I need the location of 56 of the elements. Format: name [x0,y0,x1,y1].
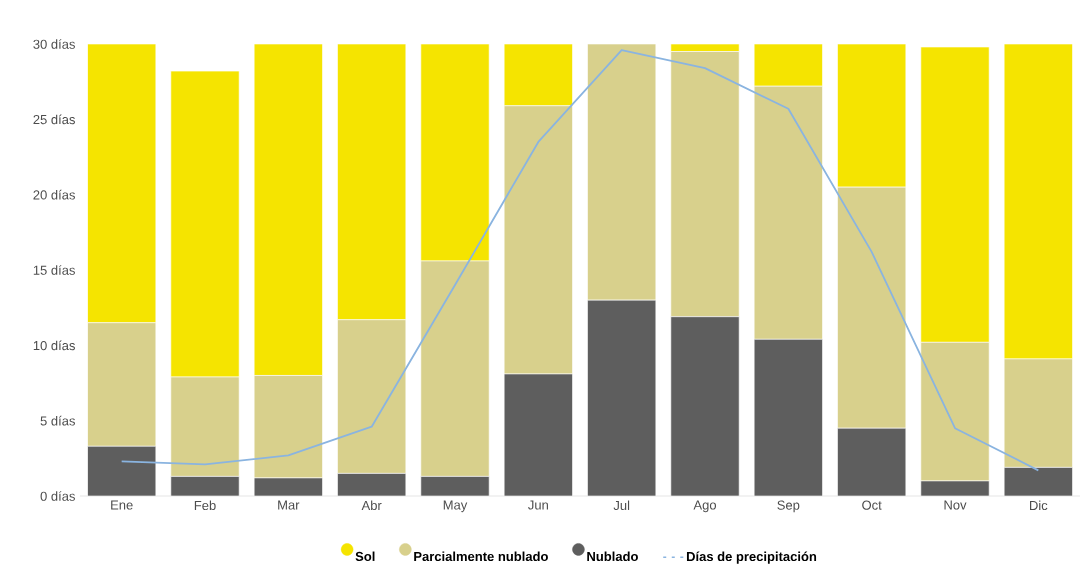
legend-label: Parcialmente nublado [414,551,548,562]
y-tick-label: 10 días [33,340,75,351]
x-tick-label: Sep [777,500,800,513]
bar [503,44,573,107]
bar [87,445,157,496]
x-tick-label: Abr [361,500,382,511]
bar [920,342,990,482]
bar [253,44,323,376]
y-tick-label: 20 días [33,189,75,200]
y-tick-label: 25 días [33,114,75,125]
bar [587,299,657,496]
x-tick-label: Ene [111,500,133,510]
bar [503,373,573,496]
y-tick-label: 0 días [40,491,75,501]
bar [587,44,657,301]
bar [503,105,573,375]
bar [253,375,323,479]
bar [170,70,240,378]
x-tick-label: May [443,500,468,513]
bar [837,186,907,429]
bar [337,44,407,321]
y-tick-label: 30 días [33,39,75,49]
legend-label: Sol [355,551,375,562]
bar [337,319,407,474]
x-tick-label: Nov [944,500,967,510]
bar [1003,467,1073,496]
x-tick-label: Jun [528,500,548,510]
bar [753,44,823,87]
bar [753,339,823,496]
x-tick-label: Ago [693,500,717,513]
bar [1003,358,1073,468]
bar [670,316,740,496]
line-series [120,49,1040,472]
bar [420,260,490,477]
bar [420,476,490,496]
bar [1003,44,1073,360]
bar [920,46,990,343]
bar [170,476,240,496]
bar [420,44,490,262]
x-tick-label: Oct [862,500,882,510]
x-tick-label: Jul [613,500,630,511]
legend-label: Días de precipitación [686,551,817,564]
x-tick-label: Mar [278,500,300,510]
x-tick-label: Feb [194,500,216,511]
bar [87,44,157,324]
bar [670,51,740,318]
y-tick-label: 15 días [33,265,75,275]
y-tick-label: 5 días [40,415,75,426]
bar [837,427,907,496]
bar [753,85,823,340]
legend-label: Nublado [587,551,638,562]
bar [87,322,157,447]
x-tick-label: Dic [1030,500,1048,511]
bar [170,376,240,477]
bar [337,473,407,496]
bar [837,44,907,188]
